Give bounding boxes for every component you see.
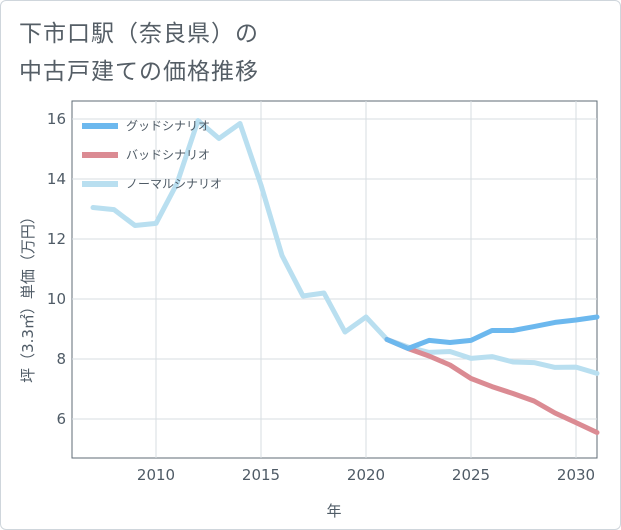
x-tick-label: 2020: [347, 466, 385, 484]
y-tick-label: 12: [47, 230, 66, 248]
x-tick-label: 2015: [242, 466, 280, 484]
series-line-2: [90, 118, 600, 376]
legend-label: グッドシナリオ: [126, 119, 210, 133]
chart-title: 下市口駅（奈良県）の 中古戸建ての価格推移: [19, 15, 259, 91]
plot-area: [71, 100, 598, 459]
x-tick-label: 2030: [557, 466, 595, 484]
x-axis-ticks: 2010 2015 2020 2025 2030: [137, 466, 595, 484]
y-tick-label: 16: [47, 110, 66, 128]
series-line-1: [384, 337, 600, 435]
y-axis-ticks: 6 8 10 12 14 16: [47, 110, 66, 428]
y-axis-title: 坪（3.3㎡）単価（万円）: [19, 209, 37, 383]
chart-title-line-1: 下市口駅（奈良県）の: [19, 21, 259, 47]
series-lines: [90, 118, 600, 435]
x-tick-label: 2010: [137, 466, 175, 484]
legend-label: ノーマルシナリオ: [126, 177, 222, 191]
legend-label: バッドシナリオ: [126, 148, 210, 162]
x-axis-title: 年: [326, 502, 341, 520]
x-tick-label: 2025: [452, 466, 490, 484]
y-tick-label: 6: [56, 410, 66, 428]
chart-title-line-2: 中古戸建ての価格推移: [19, 59, 259, 85]
y-tick-label: 14: [47, 170, 66, 188]
y-tick-label: 8: [56, 350, 66, 368]
y-tick-label: 10: [47, 290, 66, 308]
series-line-0: [384, 314, 600, 351]
